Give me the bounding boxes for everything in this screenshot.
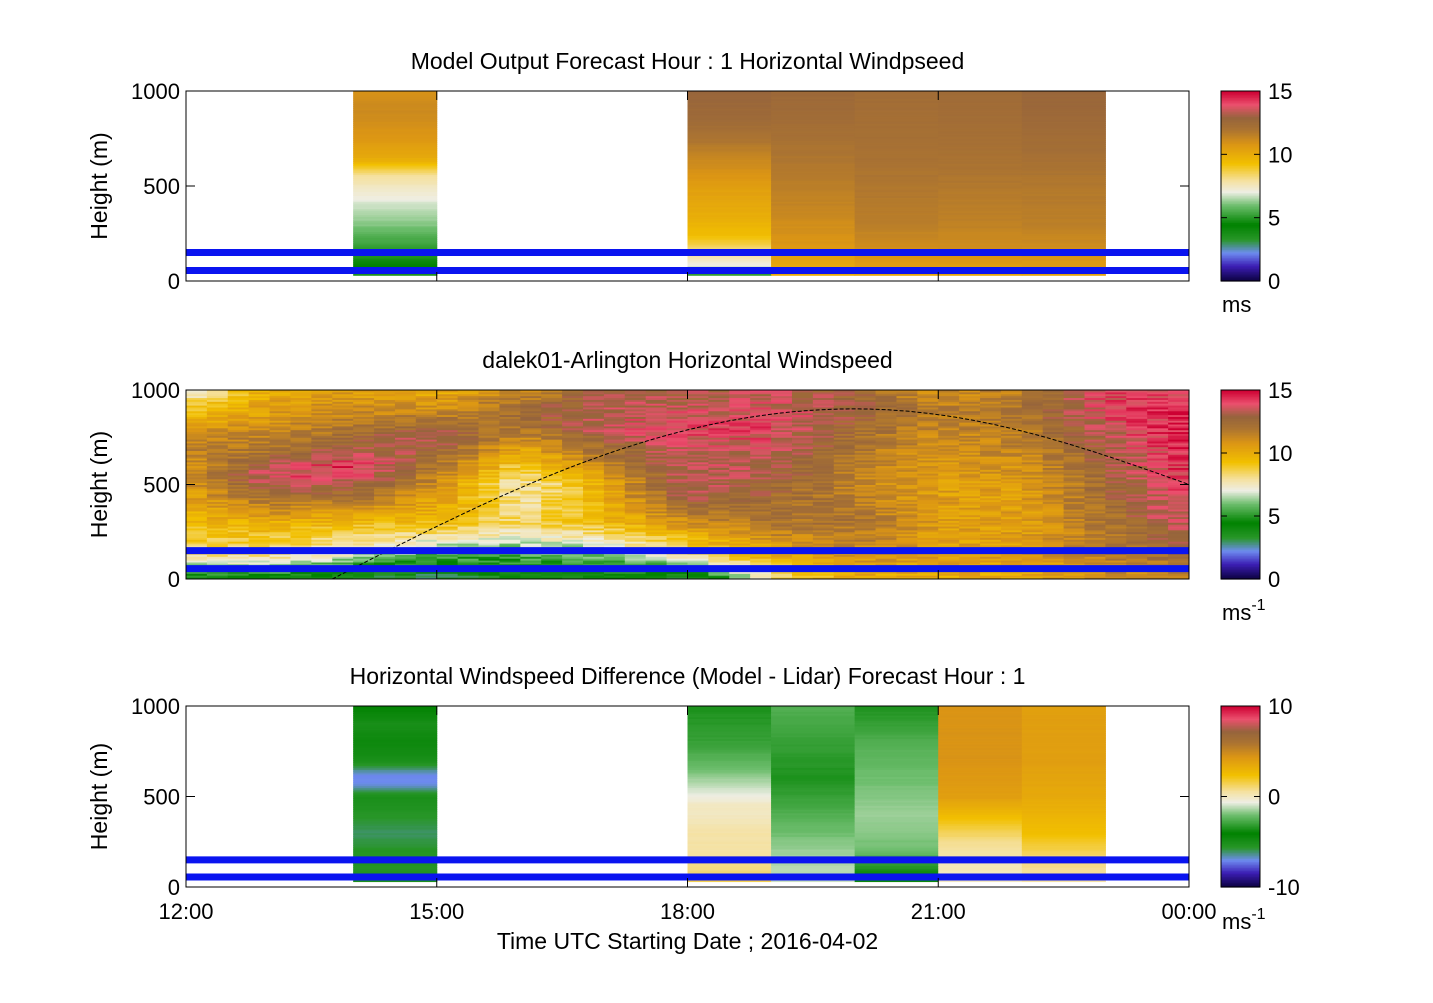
heatmap-model bbox=[353, 91, 1106, 276]
y-tick-label: 1000 bbox=[131, 79, 180, 104]
colorbar-tick-label: 15 bbox=[1268, 79, 1292, 104]
chart-title: Model Output Forecast Hour : 1 Horizonta… bbox=[411, 48, 965, 74]
panel-model: 0 500 1000 Model Output Forecast Hour : 1 H… bbox=[86, 48, 1292, 317]
colorbar-tick-label: 5 bbox=[1268, 206, 1280, 231]
y-tick-label: 0 bbox=[168, 269, 180, 294]
colorbar-tick-label: 10 bbox=[1268, 142, 1292, 167]
colorbar-tick-label: 0 bbox=[1268, 269, 1280, 294]
y-axis-label: Height (m) bbox=[86, 132, 112, 239]
y-tick-label: 500 bbox=[143, 174, 180, 199]
colorbar-unit: ms bbox=[1222, 292, 1251, 317]
colorbar: 0 5 10 15 ms bbox=[1221, 79, 1292, 317]
